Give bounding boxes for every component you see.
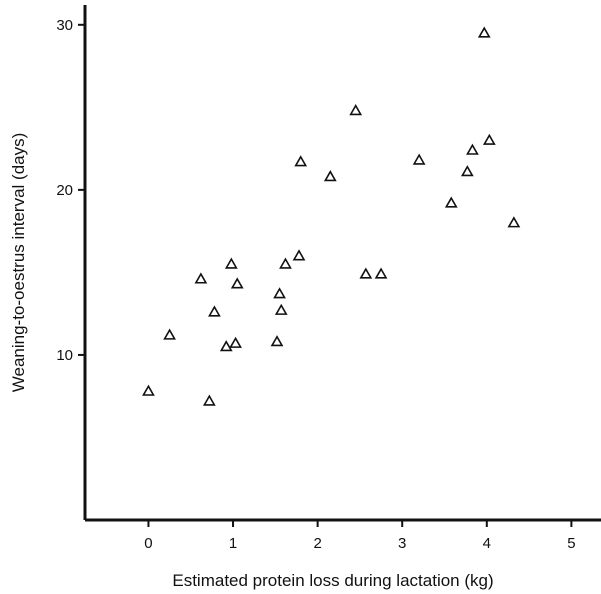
data-point-triangle: [323, 170, 337, 182]
data-point-triangle: [466, 143, 479, 155]
data-point-triangle: [477, 26, 491, 38]
data-point-triangle: [359, 267, 373, 279]
data-point-triangle: [274, 303, 288, 315]
y-tick-label: 10: [56, 347, 73, 364]
data-point-triangle: [208, 305, 221, 317]
x-tick-label: 1: [229, 535, 237, 552]
data-point-triangle: [292, 249, 306, 261]
x-tick-label: 2: [313, 535, 321, 552]
data-point-triangle: [230, 277, 244, 289]
data-point-triangle: [270, 335, 284, 347]
data-point-triangle: [202, 394, 216, 406]
data-points: [142, 26, 521, 406]
data-point-triangle: [460, 165, 474, 177]
data-point-triangle: [507, 216, 521, 228]
data-point-triangle: [229, 336, 242, 348]
data-point-triangle: [273, 287, 286, 299]
data-point-triangle: [163, 328, 176, 340]
data-point-triangle: [374, 267, 388, 279]
x-ticks: 0 1 2 3 4 5: [144, 520, 576, 552]
data-point-triangle: [224, 257, 238, 269]
x-tick-label: 5: [567, 535, 575, 552]
data-point-triangle: [279, 257, 292, 269]
data-point-triangle: [349, 104, 363, 116]
y-tick-label: 30: [56, 17, 73, 34]
x-tick-label: 4: [483, 535, 491, 552]
x-tick-label: 0: [144, 535, 152, 552]
data-point-triangle: [194, 272, 208, 284]
y-ticks: 10 20 30: [56, 17, 85, 364]
x-tick-label: 3: [398, 535, 406, 552]
axes: [83, 5, 601, 522]
data-point-triangle: [294, 155, 308, 167]
data-point-triangle: [219, 340, 233, 352]
data-point-triangle: [412, 153, 426, 165]
y-tick-label: 20: [56, 182, 73, 199]
y-axis-title: Weaning-to-oestrus interval (days): [9, 133, 28, 393]
data-point-triangle: [444, 196, 458, 208]
x-axis-title: Estimated protein loss during lactation …: [172, 571, 493, 590]
data-point-triangle: [142, 384, 155, 396]
data-point-triangle: [482, 133, 496, 145]
